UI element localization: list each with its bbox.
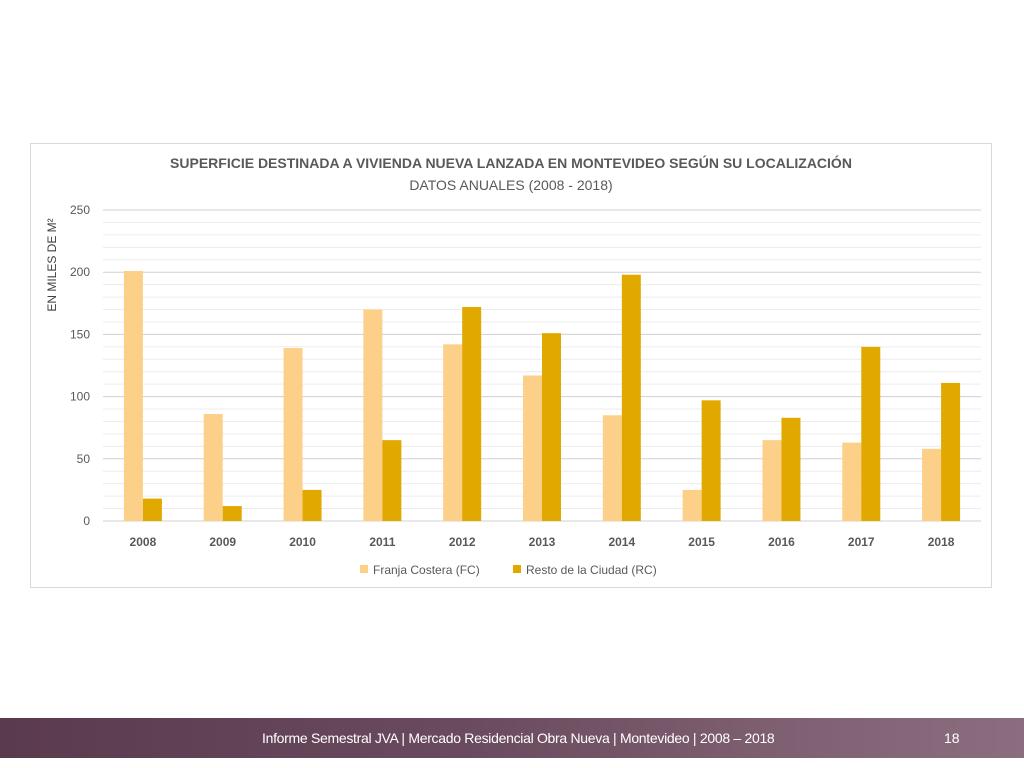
- y-tick-label: 200: [70, 265, 90, 279]
- bar-rc-2016: [781, 417, 801, 521]
- bar-fc-2016: [762, 440, 782, 521]
- x-tick-label: 2014: [608, 535, 635, 549]
- x-tick-label: 2009: [209, 535, 236, 549]
- bar-fc-2010: [283, 348, 303, 521]
- bar-fc-2014: [602, 415, 622, 521]
- chart-subtitle: DATOS ANUALES (2008 - 2018): [409, 177, 612, 193]
- bars: [123, 270, 961, 521]
- legend-swatch-fc: [360, 565, 368, 573]
- bar-rc-2012: [462, 307, 482, 521]
- x-tick-label: 2017: [848, 535, 875, 549]
- x-tick-label: 2016: [768, 535, 795, 549]
- footer-bar: [0, 718, 1024, 758]
- bar-rc-2015: [701, 400, 721, 521]
- y-tick-label: 100: [70, 390, 90, 404]
- legend-label-fc: Franja Costera (FC): [373, 563, 480, 577]
- y-axis-ticks: 0 50 100 150 200 250: [70, 203, 90, 528]
- bar-fc-2018: [922, 448, 942, 521]
- y-axis-label: EN MILES DE M²: [45, 218, 59, 311]
- x-tick-label: 2015: [688, 535, 715, 549]
- legend-swatch-rc: [513, 565, 521, 573]
- chart-container: SUPERFICIE DESTINADA A VIVIENDA NUEVA LA…: [30, 143, 992, 588]
- bar-rc-2010: [302, 489, 322, 521]
- bar-fc-2013: [523, 375, 542, 521]
- bar-chart: SUPERFICIE DESTINADA A VIVIENDA NUEVA LA…: [45, 154, 981, 577]
- chart-title: SUPERFICIE DESTINADA A VIVIENDA NUEVA LA…: [170, 154, 852, 171]
- x-tick-label: 2018: [928, 535, 955, 549]
- x-axis-ticks: 2008 2009 2010 2011 2012 2013 2014 2015 2016 2017…: [130, 535, 955, 549]
- bar-rc-2011: [382, 440, 402, 521]
- y-tick-label: 150: [70, 327, 90, 341]
- bar-rc-2008: [142, 498, 162, 521]
- legend: Franja Costera (FC) Resto de la Ciudad (R…: [360, 563, 657, 577]
- bar-fc-2008: [123, 270, 143, 521]
- bar-fc-2015: [682, 489, 702, 521]
- y-tick-label: 0: [83, 514, 90, 528]
- bar-fc-2011: [363, 309, 383, 521]
- x-tick-label: 2011: [369, 535, 395, 549]
- x-tick-label: 2008: [130, 535, 157, 549]
- bar-rc-2013: [542, 333, 561, 521]
- x-tick-label: 2010: [289, 535, 316, 549]
- bar-rc-2017: [861, 346, 881, 521]
- x-tick-label: 2013: [529, 535, 556, 549]
- bar-rc-2018: [941, 382, 961, 521]
- bar-rc-2014: [621, 274, 641, 521]
- x-tick-label: 2012: [449, 535, 476, 549]
- y-tick-label: 250: [70, 203, 90, 217]
- bar-fc-2012: [443, 344, 463, 521]
- bar-fc-2017: [842, 442, 862, 521]
- footer-text: Informe Semestral JVA | Mercado Residenc…: [262, 730, 775, 746]
- page-number: 18: [944, 730, 960, 746]
- bar-fc-2009: [203, 414, 223, 521]
- bar-rc-2009: [222, 506, 242, 521]
- legend-label-rc: Resto de la Ciudad (RC): [526, 563, 657, 577]
- y-tick-label: 50: [77, 452, 91, 466]
